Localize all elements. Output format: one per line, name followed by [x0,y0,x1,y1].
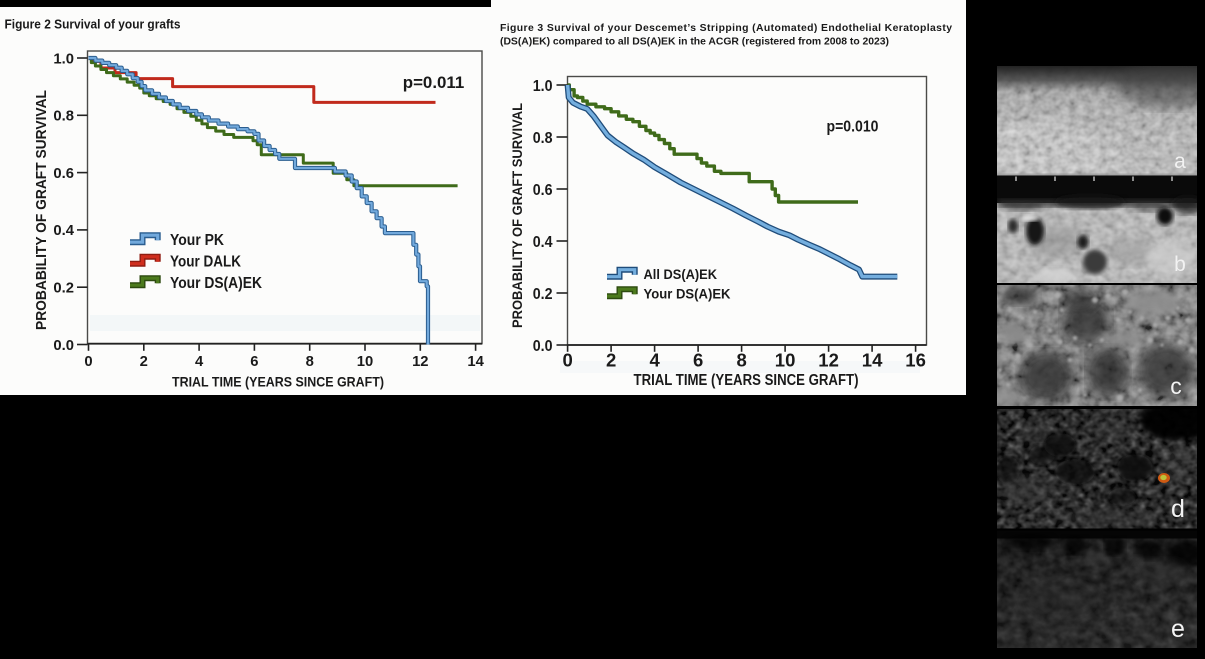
svg-text:12: 12 [412,354,428,370]
svg-text:0.0: 0.0 [53,338,74,354]
svg-text:a: a [1174,150,1186,173]
svg-text:All DS(A)EK: All DS(A)EK [644,266,718,282]
svg-text:0.8: 0.8 [53,109,74,125]
svg-text:TRIAL TIME (YEARS SINCE GRAFT): TRIAL TIME (YEARS SINCE GRAFT) [634,372,859,389]
svg-text:(DS(A)EK) compared to all DS(A: (DS(A)EK) compared to all DS(A)EK in the… [500,37,889,48]
svg-text:TRIAL TIME (YEARS SINCE GRAFT): TRIAL TIME (YEARS SINCE GRAFT) [172,373,384,389]
svg-text:Figure 2 Survival of your graf: Figure 2 Survival of your grafts [5,18,181,32]
svg-text:2: 2 [606,350,616,371]
svg-text:PROBABILITY OF GRAFT SURVIVAL: PROBABILITY OF GRAFT SURVIVAL [33,90,50,330]
svg-text:Your DALK: Your DALK [170,253,242,270]
svg-text:4: 4 [195,354,204,370]
svg-text:10: 10 [357,354,373,370]
svg-text:PROBABILITY OF GRAFT SURVIVAL: PROBABILITY OF GRAFT SURVIVAL [509,103,525,328]
svg-text:0.2: 0.2 [53,281,74,297]
svg-text:14: 14 [467,354,484,370]
svg-text:4: 4 [649,350,660,371]
svg-text:0.4: 0.4 [533,234,553,251]
svg-text:0: 0 [562,350,572,371]
svg-text:p=0.010: p=0.010 [827,118,879,135]
svg-text:0.6: 0.6 [533,182,553,199]
svg-text:8: 8 [736,350,746,371]
svg-text:6: 6 [693,350,703,371]
svg-text:Your DS(A)EK: Your DS(A)EK [644,285,731,301]
svg-text:14: 14 [862,350,883,371]
svg-text:1.0: 1.0 [533,78,553,95]
svg-text:10: 10 [775,350,796,371]
svg-text:e: e [1171,615,1185,643]
svg-text:p=0.011: p=0.011 [403,73,465,92]
svg-text:0.0: 0.0 [533,338,553,355]
svg-text:c: c [1170,373,1182,399]
svg-text:Your PK: Your PK [170,232,225,249]
svg-text:0: 0 [84,354,92,370]
svg-text:0.2: 0.2 [533,286,553,303]
svg-text:Your DS(A)EK: Your DS(A)EK [170,275,263,292]
svg-text:6: 6 [250,354,258,370]
svg-text:b: b [1174,253,1186,276]
svg-text:16: 16 [905,350,926,371]
svg-text:0.4: 0.4 [53,223,74,239]
svg-text:8: 8 [306,354,314,370]
svg-text:0.6: 0.6 [53,166,74,182]
svg-text:2: 2 [140,354,148,370]
svg-text:1.0: 1.0 [53,51,74,67]
svg-text:d: d [1171,495,1185,523]
svg-text:Figure 3 Survival of your Desc: Figure 3 Survival of your Descemet’s Str… [500,23,952,34]
svg-text:0.8: 0.8 [533,130,553,147]
svg-text:12: 12 [818,350,839,371]
